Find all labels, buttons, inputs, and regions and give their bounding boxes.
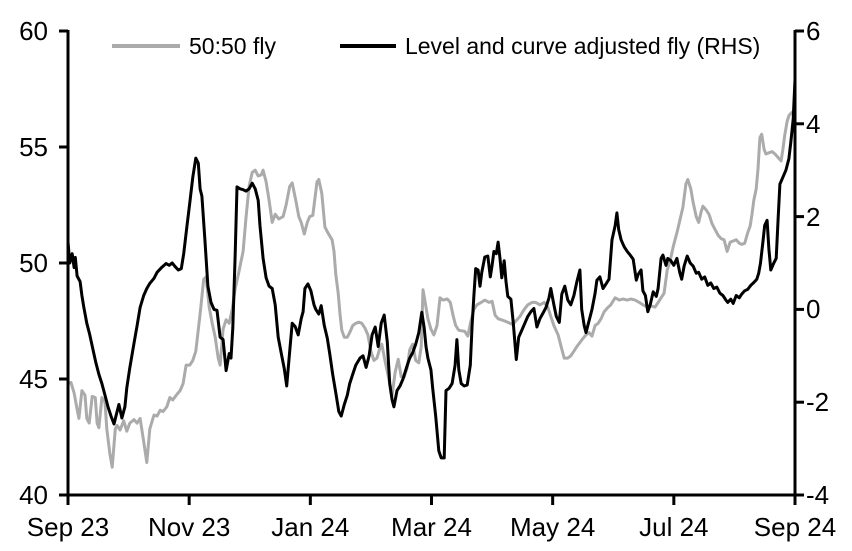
x-axis-tick-label: May 24 <box>510 512 596 542</box>
legend-item-5050-fly: 50:50 fly <box>112 32 276 60</box>
black-line-swatch-icon <box>339 44 396 48</box>
left-axis-tick-label: 60 <box>19 16 48 46</box>
right-axis-tick-label: 4 <box>806 108 821 139</box>
legend-item-adjusted-fly: Level and curve adjusted fly (RHS) <box>339 32 761 60</box>
left-axis-tick-label: 45 <box>19 364 48 394</box>
left-axis-tick-label: 55 <box>19 132 48 162</box>
x-axis-tick-label: Jan 24 <box>271 512 350 542</box>
right-axis-tick-label: -4 <box>806 480 830 510</box>
black-series-line <box>66 79 797 460</box>
right-axis-tick-label: 6 <box>806 16 821 46</box>
legend-label-5050-fly: 50:50 fly <box>189 33 276 59</box>
x-axis-tick-label: Jul 24 <box>639 512 709 542</box>
legend-label-adjusted-fly: Level and curve adjusted fly (RHS) <box>404 33 761 59</box>
left-axis-tick-label: 50 <box>19 248 48 278</box>
gray-line-swatch-icon <box>112 44 180 48</box>
right-axis-tick-label: 2 <box>806 201 821 232</box>
x-axis-tick-label: Sep 24 <box>753 512 837 542</box>
right-axis-tick-label: 0 <box>806 294 821 325</box>
legend: 50:50 fly Level and curve adjusted fly (… <box>112 32 760 60</box>
right-axis-tick-label: -2 <box>806 387 830 418</box>
series-layer <box>66 79 797 469</box>
left-axis-tick-label: 40 <box>19 480 48 510</box>
x-axis-tick-label: Mar 24 <box>391 512 472 542</box>
x-axis-tick-label: Sep 23 <box>26 512 110 542</box>
x-axis-tick-label: Nov 23 <box>147 512 231 542</box>
gray-series-line <box>67 108 796 469</box>
axes-layer <box>59 29 804 505</box>
